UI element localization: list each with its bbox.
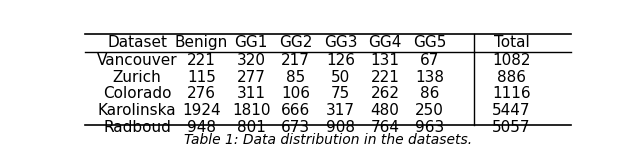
Text: 1116: 1116 — [492, 87, 531, 102]
Text: 666: 666 — [281, 103, 310, 118]
Text: 250: 250 — [415, 103, 444, 118]
Text: 277: 277 — [237, 70, 266, 85]
Text: 963: 963 — [415, 120, 444, 135]
Text: 138: 138 — [415, 70, 444, 85]
Text: 5057: 5057 — [492, 120, 531, 135]
Text: 1082: 1082 — [492, 53, 531, 68]
Text: GG1: GG1 — [234, 35, 268, 50]
Text: 221: 221 — [371, 70, 399, 85]
Text: 126: 126 — [326, 53, 355, 68]
Text: Colorado: Colorado — [103, 87, 172, 102]
Text: Total: Total — [493, 35, 529, 50]
Text: GG3: GG3 — [324, 35, 357, 50]
Text: 115: 115 — [187, 70, 216, 85]
Text: Dataset: Dataset — [107, 35, 167, 50]
Text: 106: 106 — [281, 87, 310, 102]
Text: Radboud: Radboud — [103, 120, 171, 135]
Text: Vancouver: Vancouver — [97, 53, 177, 68]
Text: Karolinska: Karolinska — [98, 103, 177, 118]
Text: Zurich: Zurich — [113, 70, 161, 85]
Text: 480: 480 — [371, 103, 399, 118]
Text: GG4: GG4 — [369, 35, 402, 50]
Text: 908: 908 — [326, 120, 355, 135]
Text: 801: 801 — [237, 120, 266, 135]
Text: 673: 673 — [281, 120, 310, 135]
Text: 886: 886 — [497, 70, 526, 85]
Text: 67: 67 — [420, 53, 440, 68]
Text: 50: 50 — [331, 70, 350, 85]
Text: 948: 948 — [187, 120, 216, 135]
Text: 131: 131 — [371, 53, 399, 68]
Text: 262: 262 — [371, 87, 399, 102]
Text: 86: 86 — [420, 87, 440, 102]
Text: GG2: GG2 — [279, 35, 312, 50]
Text: 1810: 1810 — [232, 103, 270, 118]
Text: 1924: 1924 — [182, 103, 221, 118]
Text: 5447: 5447 — [492, 103, 531, 118]
Text: Benign: Benign — [175, 35, 228, 50]
Text: 85: 85 — [286, 70, 305, 85]
Text: 276: 276 — [187, 87, 216, 102]
Text: GG5: GG5 — [413, 35, 446, 50]
Text: 311: 311 — [237, 87, 266, 102]
Text: Table 1: Data distribution in the datasets.: Table 1: Data distribution in the datase… — [184, 133, 472, 147]
Text: 317: 317 — [326, 103, 355, 118]
Text: 217: 217 — [282, 53, 310, 68]
Text: 221: 221 — [187, 53, 216, 68]
Text: 75: 75 — [331, 87, 350, 102]
Text: 320: 320 — [237, 53, 266, 68]
Text: 764: 764 — [371, 120, 399, 135]
